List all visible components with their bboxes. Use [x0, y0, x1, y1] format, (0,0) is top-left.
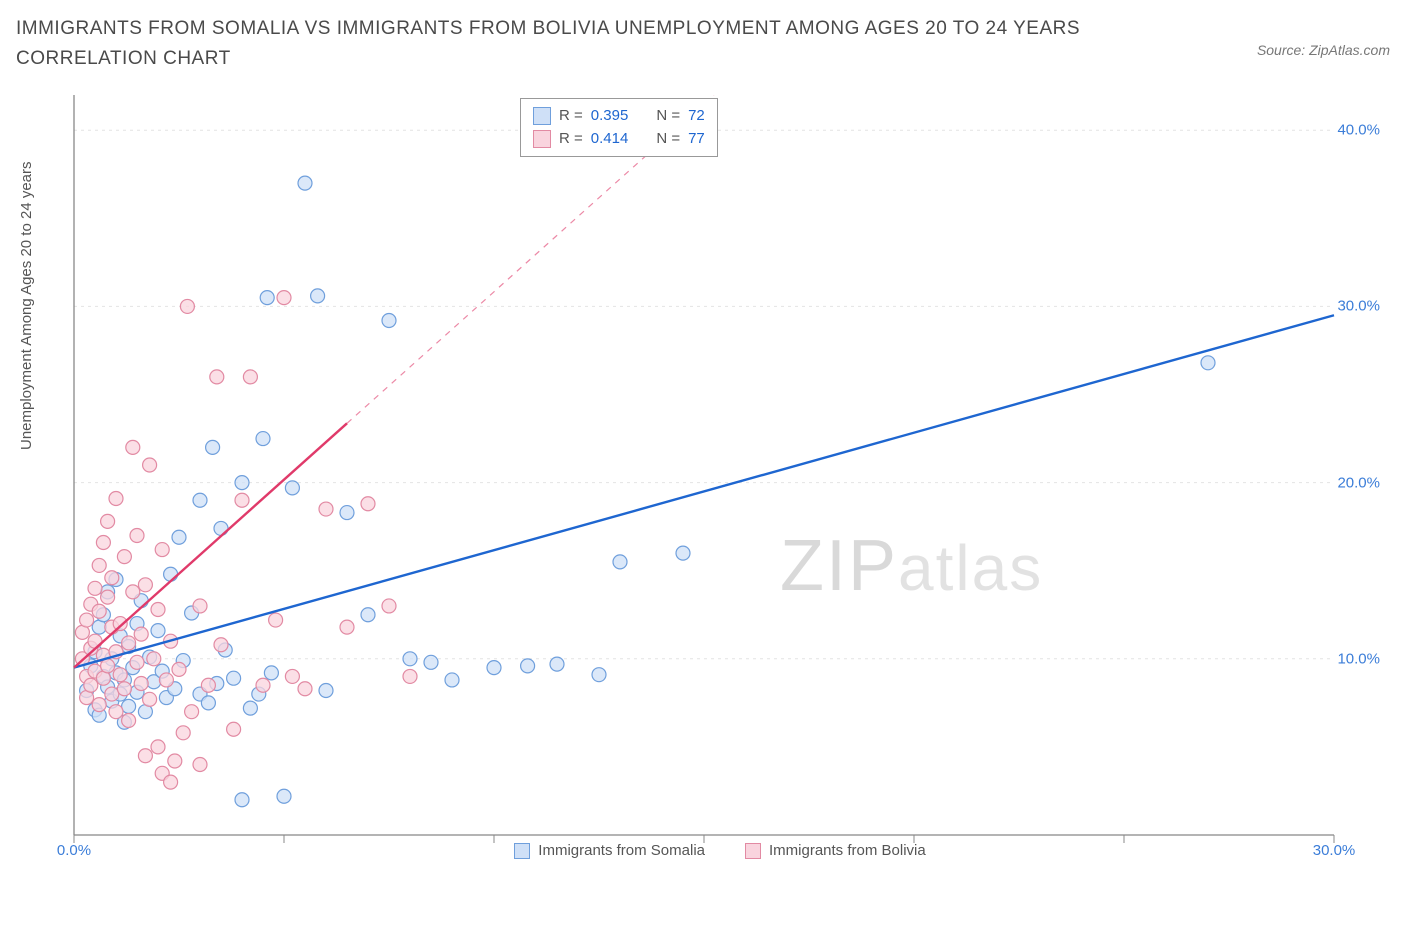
- legend-item-somalia: Immigrants from Somalia: [514, 842, 705, 859]
- stats-swatch-somalia: [533, 107, 551, 125]
- chart-title: IMMIGRANTS FROM SOMALIA VS IMMIGRANTS FR…: [16, 14, 1116, 75]
- y-tick-label: 40.0%: [1337, 122, 1380, 139]
- y-tick-label: 30.0%: [1337, 298, 1380, 315]
- stats-n-value: 72: [688, 105, 705, 128]
- correlation-stats-box: R = 0.395 N = 72 R = 0.414 N = 77: [520, 98, 718, 157]
- y-tick-label: 10.0%: [1337, 650, 1380, 667]
- legend-bottom: Immigrants from Somalia Immigrants from B…: [60, 842, 1380, 859]
- stats-row-bolivia: R = 0.414 N = 77: [533, 128, 705, 151]
- legend-label-somalia: Immigrants from Somalia: [538, 842, 705, 859]
- stats-r-label: R =: [559, 128, 583, 151]
- legend-swatch-bolivia: [745, 843, 761, 859]
- stats-r-label: R =: [559, 105, 583, 128]
- source-attribution: Source: ZipAtlas.com: [1257, 42, 1390, 58]
- stats-n-value: 77: [688, 128, 705, 151]
- legend-item-bolivia: Immigrants from Bolivia: [745, 842, 926, 859]
- header-row: IMMIGRANTS FROM SOMALIA VS IMMIGRANTS FR…: [16, 14, 1390, 75]
- y-tick-label: 20.0%: [1337, 474, 1380, 491]
- y-axis-label: Unemployment Among Ages 20 to 24 years: [18, 161, 35, 450]
- stats-row-somalia: R = 0.395 N = 72: [533, 105, 705, 128]
- stats-n-label: N =: [656, 105, 680, 128]
- stats-r-value: 0.395: [591, 105, 629, 128]
- chart-area: ZIPatlas R =0.395N =72R =0.414N =77 10.0…: [60, 95, 1380, 865]
- scatter-chart: [60, 95, 1380, 865]
- stats-swatch-bolivia: [533, 130, 551, 148]
- stats-n-label: N =: [656, 128, 680, 151]
- stats-r-value: 0.414: [591, 128, 629, 151]
- legend-label-bolivia: Immigrants from Bolivia: [769, 842, 926, 859]
- legend-swatch-somalia: [514, 843, 530, 859]
